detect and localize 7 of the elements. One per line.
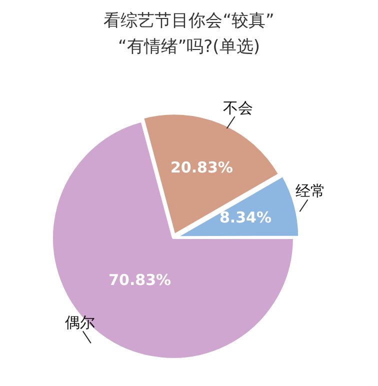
data-label: 8.34% bbox=[219, 208, 272, 226]
slice-label: 经常 bbox=[296, 182, 326, 200]
slice-label: 偶尔 bbox=[64, 314, 95, 332]
chart-title: 看综艺节目你会“较真” “有情绪”吗?(单选) bbox=[102, 10, 276, 59]
data-label: 70.83% bbox=[108, 271, 172, 290]
data-label: 20.83% bbox=[170, 158, 233, 177]
slice-label: 不会 bbox=[222, 98, 253, 117]
